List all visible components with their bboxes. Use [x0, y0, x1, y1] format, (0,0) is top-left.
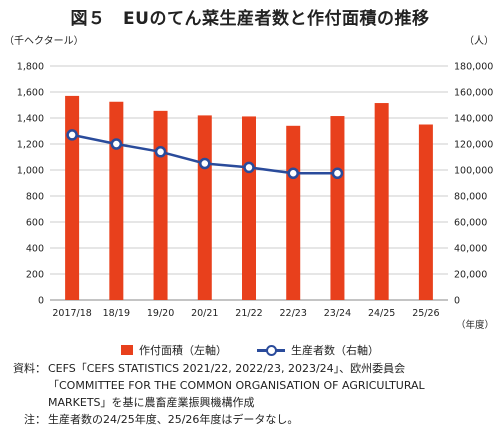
x-tick: 2017/18: [52, 308, 91, 319]
x-axis-unit: （年度）: [456, 319, 494, 331]
legend-bar-label: 作付面積（左軸）: [139, 344, 227, 357]
source-line-2: 「COMMITTEE FOR THE COMMON ORGANISATION O…: [48, 379, 425, 392]
line-point-20/21: [199, 157, 211, 170]
chart-legend: 作付面積（左軸） 生産者数（右軸）: [0, 342, 500, 358]
legend-bar-swatch: [121, 345, 133, 355]
y-left-tick: 800: [26, 192, 44, 203]
legend-line-label: 生産者数（右軸）: [291, 344, 379, 357]
legend-item-line: 生産者数（右軸）: [257, 342, 379, 358]
y-right-tick: 20,000: [454, 270, 487, 281]
line-point-22/23: [287, 167, 299, 179]
x-tick: 25/26: [412, 308, 439, 319]
chart-title: 図５ EUのてん菜生産者数と作付面積の推移: [70, 9, 430, 29]
y-left-tick: 400: [26, 244, 44, 255]
y-right-tick: 100,000: [454, 166, 493, 177]
line-point-2017/18: [66, 129, 78, 141]
right-axis-unit: （人）: [464, 36, 494, 47]
y-left-tick: 200: [26, 270, 44, 281]
bar-18/19: [109, 101, 124, 300]
bar-25/26: [418, 124, 433, 300]
chart-plot: 02004006008001,0001,2001,4001,6001,80002…: [17, 62, 494, 332]
note-key: 注：: [24, 413, 46, 426]
y-left-tick: 0: [38, 296, 44, 307]
bar-23/24: [330, 116, 345, 300]
y-left-tick: 1,000: [17, 166, 44, 177]
bar-20/21: [197, 115, 212, 301]
y-right-tick: 180,000: [454, 62, 493, 73]
bar-2017/18: [65, 95, 80, 301]
line-point-21/22: [243, 161, 255, 174]
x-tick: 21/22: [235, 308, 262, 319]
line-point-23/24: [331, 167, 344, 179]
x-tick: 22/23: [280, 308, 307, 319]
x-tick: 18/19: [103, 308, 130, 319]
y-left-tick: 1,200: [17, 140, 44, 151]
bar-19/20: [153, 110, 168, 300]
legend-item-bar: 作付面積（左軸）: [121, 342, 227, 358]
y-left-tick: 600: [26, 218, 44, 229]
legend-line-swatch: [257, 345, 285, 356]
y-left-tick: 1,400: [17, 114, 44, 125]
x-tick: 20/21: [191, 308, 218, 319]
y-right-tick: 120,000: [454, 140, 493, 151]
y-right-tick: 140,000: [454, 114, 493, 125]
y-left-tick: 1,800: [17, 62, 44, 73]
bar-22/23: [286, 125, 301, 300]
left-axis-unit: （千ヘクタール）: [4, 36, 84, 47]
source-line-1: CEFS「CEFS STATISTICS 2021/22, 2022/23, 2…: [48, 362, 406, 375]
note-body: 生産者数の24/25年度、25/26年度はデータなし。: [48, 413, 299, 426]
y-right-tick: 160,000: [454, 88, 493, 99]
y-right-tick: 60,000: [454, 218, 487, 229]
line-point-18/19: [110, 138, 123, 150]
x-tick: 23/24: [324, 308, 351, 319]
y-left-tick: 1,600: [17, 88, 44, 99]
bar-21/22: [242, 116, 256, 300]
y-right-tick: 40,000: [454, 244, 487, 255]
source-key: 資料：: [13, 362, 46, 375]
line-point-19/20: [154, 146, 167, 158]
y-right-tick: 80,000: [454, 192, 487, 203]
chart-notes: 資料： CEFS「CEFS STATISTICS 2021/22, 2022/2…: [4, 360, 496, 428]
bar-24/25: [374, 103, 389, 300]
source-line-3: MARKETS」を基に農畜産業振興機構作成: [48, 396, 255, 409]
x-tick: 24/25: [368, 308, 395, 319]
y-right-tick: 0: [454, 296, 460, 307]
x-tick: 19/20: [147, 308, 174, 319]
